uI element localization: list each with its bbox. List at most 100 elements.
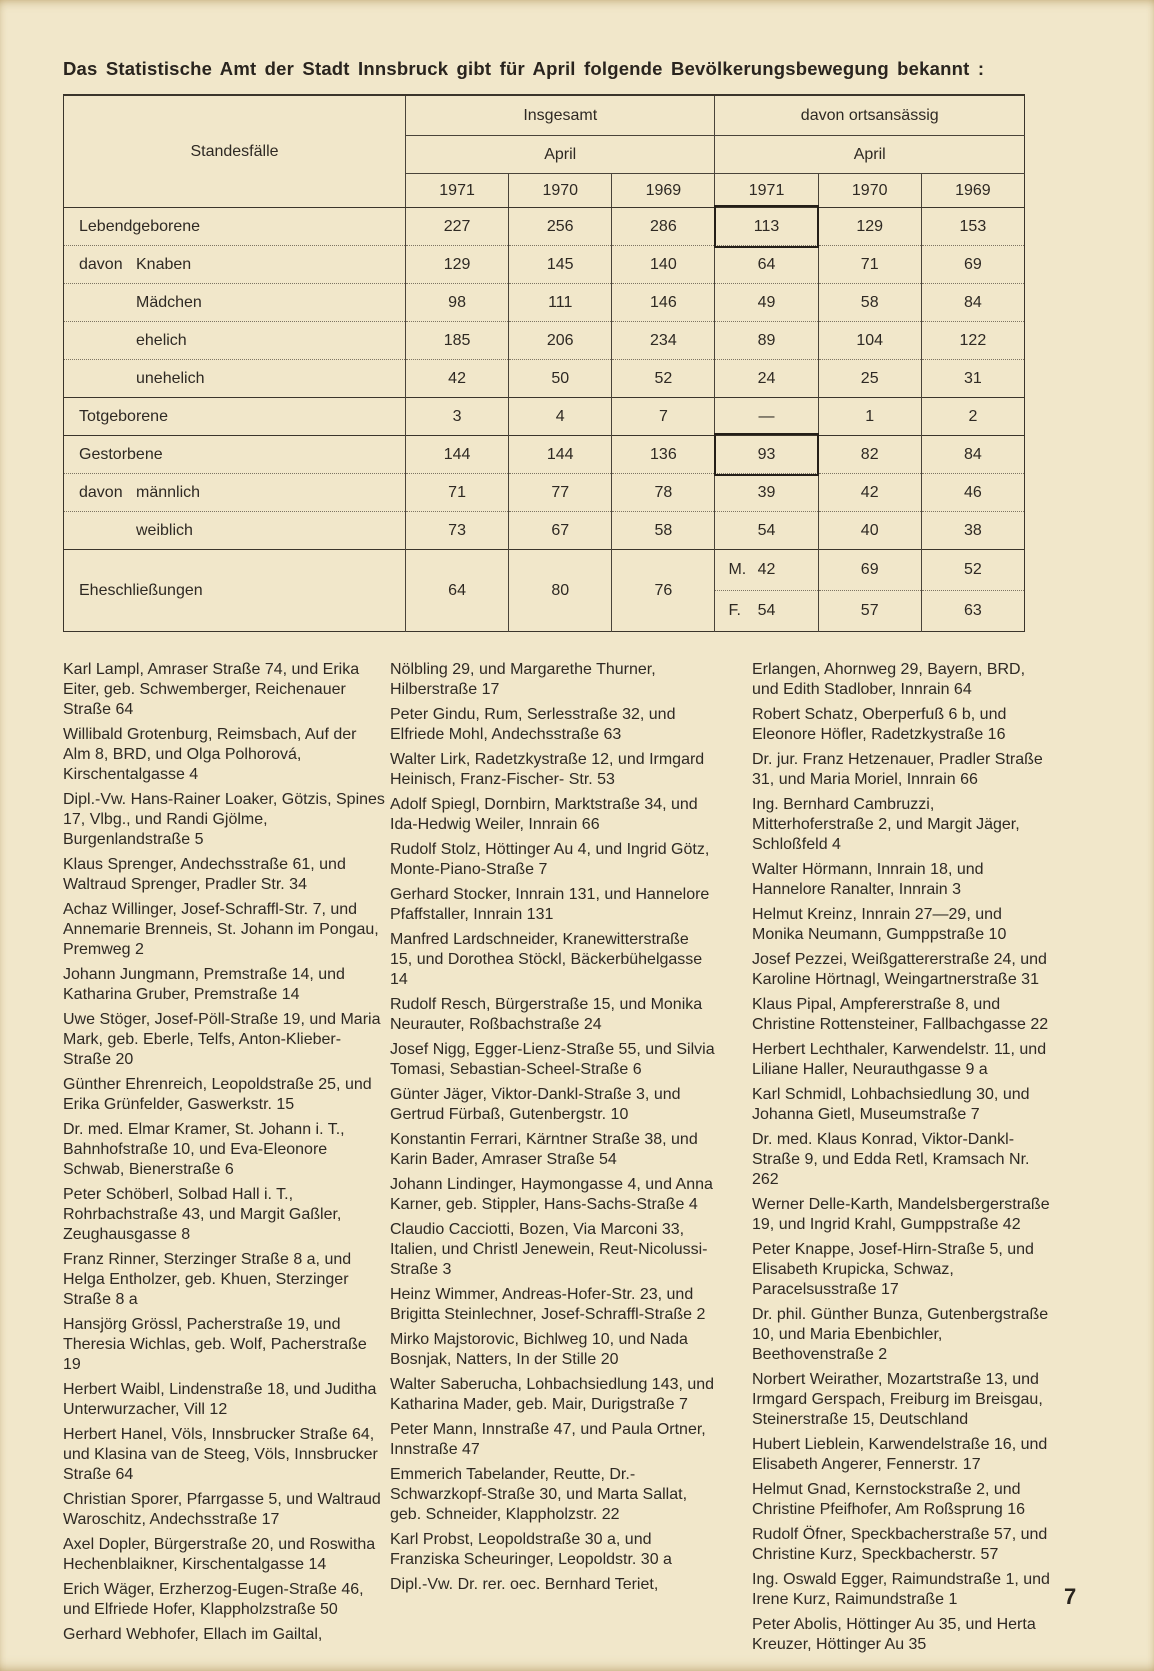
row-prefix: davon bbox=[79, 255, 123, 273]
table-cell: 46 bbox=[920, 473, 1025, 512]
table-corner-label: Standesfälle bbox=[63, 95, 406, 208]
statistics-table: Standesfälle Insgesamt davon ortsansässi… bbox=[63, 94, 1025, 632]
table-header-row-groups: Standesfälle Insgesamt davon ortsansässi… bbox=[63, 95, 1025, 208]
table-cell: 111 bbox=[508, 283, 612, 322]
marriage-entry: Herbert Waibl, Lindenstraße 18, und Judi… bbox=[63, 1381, 377, 1418]
marriage-entry: Adolf Spiegl, Dornbirn, Marktstraße 34, … bbox=[390, 796, 698, 833]
table-cell: 58 bbox=[817, 283, 922, 322]
marriage-entry: Walter Lirk, Radetzkystraße 12, und Irmg… bbox=[390, 751, 705, 788]
male-prefix: M. bbox=[728, 561, 747, 578]
table-cell: 144 bbox=[404, 435, 509, 474]
table-cell: 3 bbox=[404, 397, 509, 436]
table-cell: 256 bbox=[508, 207, 612, 246]
row-label: Totgeborene bbox=[63, 397, 406, 436]
marriage-entry: Peter Abolis, Höttinger Au 35, und Herta… bbox=[752, 1616, 1036, 1653]
table-row-gestorbene: Gestorbene 144 144 136 93 82 84 bbox=[63, 433, 1025, 477]
table-cell: 67 bbox=[508, 511, 612, 550]
table-cell: 42 bbox=[817, 473, 922, 512]
table-subheader-april-insgesamt: April bbox=[404, 135, 715, 174]
table-row-unehelich: unehelich 42 50 52 24 25 31 bbox=[63, 359, 1025, 398]
row-label: Gestorbene bbox=[63, 435, 406, 474]
table-cell: 145 bbox=[508, 245, 612, 284]
table-cell: 98 bbox=[404, 283, 509, 322]
marriage-entry: Dr. med. Elmar Kramer, St. Johann i. T.,… bbox=[63, 1121, 345, 1178]
table-cell: 82 bbox=[817, 435, 922, 474]
marriage-entry: Franz Rinner, Sterzinger Straße 8 a, und… bbox=[63, 1251, 352, 1308]
marriage-entry: Ing. Oswald Egger, Raimundstraße 1, und … bbox=[752, 1571, 1050, 1608]
marriage-entry: Helmut Gnad, Kernstockstraße 2, und Chri… bbox=[752, 1481, 1026, 1518]
page-number: 7 bbox=[1064, 1584, 1077, 1609]
row-label-text: Gestorbene bbox=[79, 445, 163, 463]
table-row-maedchen: Mädchen 98 111 146 49 58 84 bbox=[63, 283, 1025, 322]
table-row-knaben: davon Knaben 129 145 140 64 71 69 bbox=[63, 245, 1025, 284]
table-cell: 4 bbox=[508, 397, 612, 436]
row-label: Eheschließungen bbox=[63, 549, 406, 632]
marriage-entry: Ing. Bernhard Cambruzzi, Mitterhoferstra… bbox=[752, 796, 1020, 853]
table-cell: 63 bbox=[920, 590, 1025, 632]
table-cell: 50 bbox=[508, 359, 612, 398]
table-cell-male: M. 42 bbox=[714, 549, 819, 591]
marriage-entry: Erlangen, Ahornweg 29, Bayern, BRD, und … bbox=[752, 661, 1026, 698]
cell-value: 42 bbox=[757, 561, 776, 578]
marriage-entry: Peter Mann, Innstraße 47, und Paula Ortn… bbox=[390, 1421, 706, 1458]
row-label-text: ehelich bbox=[136, 331, 187, 349]
row-label-text: unehelich bbox=[136, 369, 205, 387]
row-label: davon männlich bbox=[63, 473, 406, 512]
table-cell: 1 bbox=[817, 397, 922, 436]
marriage-entry: Rudolf Öfner, Speckbacherstraße 57, und … bbox=[752, 1526, 1048, 1563]
table-cell: 89 bbox=[714, 321, 819, 360]
marriage-entry: Rudolf Resch, Bürgerstraße 15, und Monik… bbox=[390, 996, 703, 1033]
row-label-text: männlich bbox=[136, 483, 201, 501]
table-cell: 185 bbox=[404, 321, 509, 360]
marriage-entry: Karl Schmidl, Lohbachsiedlung 30, und Jo… bbox=[752, 1086, 1030, 1123]
marriage-entry: Nölbling 29, und Margarethe Thurner, Hil… bbox=[390, 661, 656, 698]
table-cell: 122 bbox=[920, 321, 1025, 360]
row-label-text: Mädchen bbox=[136, 293, 202, 311]
row-label: unehelich bbox=[63, 359, 406, 398]
table-cell: 69 bbox=[920, 245, 1025, 284]
table-cell: 71 bbox=[404, 473, 509, 512]
row-label: weiblich bbox=[63, 511, 406, 550]
marriage-entry: Achaz Willinger, Josef-Schraffl-Str. 7, … bbox=[63, 901, 379, 958]
marriage-entry: Klaus Sprenger, Andechsstraße 61, und Wa… bbox=[63, 856, 346, 893]
year-header: 1970 bbox=[508, 173, 612, 208]
marriage-entry: Mirko Majstorovic, Bichlweg 10, und Nada… bbox=[390, 1331, 688, 1368]
marriage-entry: Peter Schöberl, Solbad Hall i. T., Rohrb… bbox=[63, 1186, 342, 1243]
year-header: 1969 bbox=[611, 173, 715, 208]
table-cell: 80 bbox=[508, 549, 612, 632]
marriage-entry: Herbert Lechthaler, Karwendelstr. 11, un… bbox=[752, 1041, 1047, 1078]
table-cell: 129 bbox=[404, 245, 509, 284]
table-group-ortsansaessig: davon ortsansässig bbox=[714, 95, 1025, 136]
year-header: 1971 bbox=[714, 173, 819, 208]
marriage-entry: Werner Delle-Karth, Mandelsbergerstraße … bbox=[752, 1196, 1050, 1233]
marriage-entry: Robert Schatz, Oberperfuß 6 b, und Eleon… bbox=[752, 706, 1007, 743]
row-label: davon Knaben bbox=[63, 245, 406, 284]
table-cell: 234 bbox=[611, 321, 715, 360]
marriage-entry: Hubert Lieblein, Karwendelstraße 16, und… bbox=[752, 1436, 1048, 1473]
marriage-entry: Emmerich Tabelander, Reutte, Dr.-Schwarz… bbox=[390, 1466, 688, 1523]
marriage-entry: Günther Ehrenreich, Leopoldstraße 25, un… bbox=[63, 1076, 372, 1113]
marriage-entry: Uwe Stöger, Josef-Pöll-Straße 19, und Ma… bbox=[63, 1011, 381, 1068]
marriage-entry: Willibald Grotenburg, Reimsbach, Auf der… bbox=[63, 726, 357, 783]
table-cell: 40 bbox=[817, 511, 922, 550]
marriage-entry: Josef Nigg, Egger-Lienz-Straße 55, und S… bbox=[390, 1041, 715, 1078]
marriage-entry: Karl Lampl, Amraser Straße 74, und Erika… bbox=[63, 661, 360, 718]
table-cell: 146 bbox=[611, 283, 715, 322]
table-cell: 73 bbox=[404, 511, 509, 550]
table-row-eheschliessungen: Eheschließungen 64 80 76 M. 42 69 52 bbox=[63, 549, 1025, 632]
table-cell-female: F. 54 bbox=[714, 590, 819, 632]
table-cell: 129 bbox=[817, 207, 922, 246]
table-subheader-april-ortsansaessig: April bbox=[714, 135, 1025, 174]
marriage-entry: Gerhard Stocker, Innrain 131, und Hannel… bbox=[390, 886, 710, 923]
marriage-entry: Rudolf Stolz, Höttinger Au 4, und Ingrid… bbox=[390, 841, 710, 878]
table-cell: 286 bbox=[611, 207, 715, 246]
marriage-entry: Gerhard Webhofer, Ellach im Gailtal, bbox=[63, 1626, 323, 1643]
listing-column-1: Karl Lampl, Amraser Straße 74, und Erika… bbox=[63, 660, 385, 1660]
table-cell: 77 bbox=[508, 473, 612, 512]
table-row-lebendgeborene: Lebendgeborene 227 256 286 113 129 153 bbox=[64, 204, 1025, 248]
table-row-maennlich: davon männlich 71 77 78 39 42 46 bbox=[63, 473, 1025, 512]
marriage-entry: Peter Gindu, Rum, Serlesstraße 32, und E… bbox=[390, 706, 676, 743]
table-cell: 38 bbox=[920, 511, 1025, 550]
row-label-text: weiblich bbox=[136, 521, 193, 539]
